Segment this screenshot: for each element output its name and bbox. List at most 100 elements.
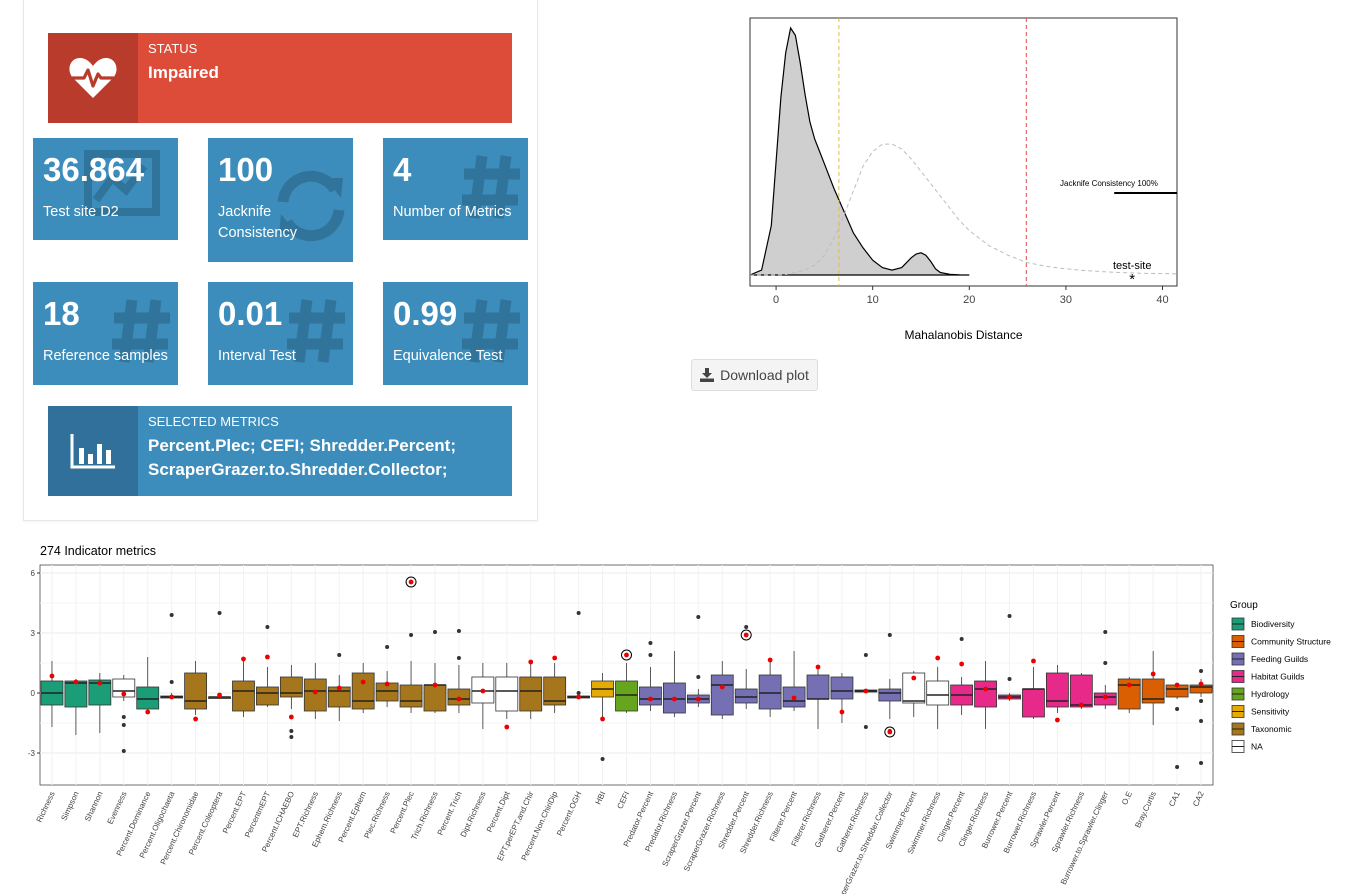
test-site-point	[959, 661, 965, 667]
test-site-point	[815, 664, 821, 670]
x-tick-label: Percent.Trich	[436, 790, 464, 837]
selected-value-line2: ScraperGrazer.to.Shredder.Collector;	[148, 460, 448, 479]
value-box-test-site: 36.864 Test site D2	[33, 138, 178, 240]
test-site-point	[600, 716, 605, 722]
value-box-interval-test: 0.01 Interval Test	[208, 282, 353, 385]
hashtag-icon	[287, 299, 345, 363]
value-box-subtitle: Interval Test	[218, 348, 296, 364]
box	[351, 672, 375, 710]
x-tick-label: Percent.EPT	[221, 790, 248, 835]
outlier-point	[1007, 677, 1012, 681]
outlier-point	[648, 641, 653, 645]
test-site-point	[480, 688, 486, 694]
test-site-point	[648, 696, 653, 702]
status-value: Impaired	[148, 63, 219, 82]
test-site-point	[193, 716, 199, 722]
download-plot-button[interactable]: Download plot	[691, 359, 818, 391]
y-tick-label: -3	[28, 749, 36, 758]
test-site-point	[217, 692, 222, 698]
test-site-point	[336, 685, 342, 691]
value-box-value: 100	[218, 151, 274, 188]
x-axis-label: Mahalanobis Distance	[904, 328, 1022, 342]
box	[279, 676, 303, 698]
bar-chart-icon	[70, 434, 115, 469]
box	[734, 688, 758, 704]
legend-title: Group	[1230, 600, 1258, 611]
box	[926, 680, 950, 706]
test-site-point	[1126, 682, 1132, 688]
value-box-value: 0.01	[218, 295, 283, 332]
box	[136, 686, 160, 710]
outlier-point	[217, 611, 222, 615]
box	[1117, 678, 1141, 710]
box	[830, 676, 854, 700]
test-site-point	[695, 696, 701, 702]
value-box-reference-samples: 18 Reference samples	[33, 282, 178, 385]
status-title: STATUS	[148, 41, 198, 56]
test-site-point	[911, 675, 917, 681]
box	[519, 676, 543, 712]
x-tick-label: Richness	[35, 790, 57, 824]
outlier-point	[648, 653, 653, 657]
status-box: STATUS Impaired	[48, 33, 512, 123]
box	[232, 680, 255, 712]
test-site-point	[552, 655, 558, 661]
box	[399, 684, 423, 708]
test-site-point	[1102, 694, 1108, 700]
outlier-point	[289, 735, 294, 739]
outlier-point	[1199, 719, 1204, 723]
test-site-point	[49, 673, 55, 679]
box	[974, 680, 997, 708]
boxplot-chart: -3 0 3 6 Richness Simpson Shannon Evenness Perce…	[28, 564, 1331, 894]
value-box-subtitle: Jacknife Consistency	[218, 204, 297, 241]
test-site-point	[671, 696, 677, 702]
status-icon-area	[48, 33, 138, 123]
outlier-point	[1199, 699, 1204, 703]
y-tick-label: 6	[31, 569, 36, 578]
test-site-point	[624, 652, 629, 658]
x-tick-label: Percent.OGH	[555, 790, 584, 838]
outlier-point	[337, 653, 342, 657]
outlier-point	[863, 653, 868, 657]
outlier-point	[1007, 614, 1012, 618]
box	[758, 674, 782, 710]
x-tick-label: HBI	[594, 790, 608, 806]
outlier-point	[600, 757, 605, 761]
box	[303, 678, 327, 712]
value-box-equivalence-test: 0.99 Equivalence Test	[383, 282, 528, 385]
test-site-point	[791, 695, 797, 701]
test-site-point	[1150, 671, 1156, 677]
box	[806, 674, 830, 700]
hashtag-icon	[112, 299, 170, 363]
box	[615, 680, 638, 712]
outlier-point	[169, 613, 174, 617]
value-box-subtitle: Number of Metrics	[393, 204, 512, 220]
test-site-point	[1054, 717, 1060, 723]
test-site-point	[1174, 682, 1180, 688]
outlier-point	[576, 611, 581, 615]
x-tick-label: 20	[963, 294, 975, 306]
test-site-point	[288, 714, 294, 720]
box	[256, 686, 279, 706]
outlier-point	[576, 691, 581, 695]
outlier-point	[696, 675, 701, 679]
outlier-point	[169, 680, 174, 684]
outlier-point	[121, 715, 126, 719]
x-tick-label: 10	[867, 294, 879, 306]
test-site-point	[743, 632, 749, 638]
box	[1022, 688, 1045, 718]
value-box-value: 0.99	[393, 295, 458, 332]
outlier-point	[1175, 765, 1180, 769]
test-site-point	[312, 689, 318, 695]
download-plot-label: Download plot	[720, 367, 809, 383]
outlier-point	[265, 625, 270, 629]
outlier-point	[456, 629, 461, 633]
selected-metrics-box: SELECTED METRICS Percent.Plec; CEFI; Shr…	[48, 406, 512, 496]
download-icon	[700, 368, 715, 382]
x-tick-label: 0	[773, 294, 779, 306]
outlier-point	[744, 625, 749, 629]
test-site-point	[241, 656, 246, 662]
outlier-point	[1175, 707, 1180, 711]
x-tick-label: Plec.Richness	[362, 790, 392, 840]
outlier-point	[1199, 669, 1204, 673]
